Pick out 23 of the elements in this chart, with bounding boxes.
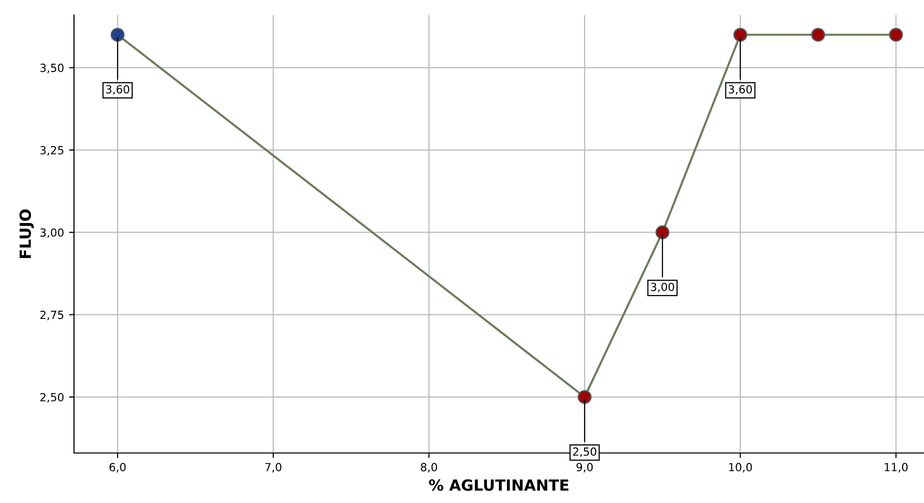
y-axis-title: FLUJO bbox=[19, 209, 34, 258]
data-label: 3,00 bbox=[650, 282, 674, 292]
y-tick-label: 3,50 bbox=[40, 64, 64, 74]
x-tick-label: 11,0 bbox=[884, 462, 908, 472]
point bbox=[656, 225, 670, 240]
point bbox=[110, 28, 125, 42]
x-tick-label: 6,0 bbox=[110, 462, 126, 472]
data-label: 3,60 bbox=[728, 85, 752, 95]
y-tick-label: 2,75 bbox=[40, 310, 64, 320]
x-tick-label: 9,0 bbox=[576, 462, 593, 472]
y-tick-label: 3,00 bbox=[40, 228, 64, 238]
point bbox=[889, 28, 903, 42]
y-tick-label: 3,25 bbox=[40, 146, 64, 156]
point bbox=[733, 28, 748, 42]
point bbox=[811, 28, 826, 42]
x-tick-label: 10,0 bbox=[729, 462, 752, 472]
data-label: 2,50 bbox=[573, 447, 596, 457]
data-label: 3,60 bbox=[106, 85, 130, 95]
point bbox=[578, 390, 592, 404]
x-axis-title: % AGLUTINANTE bbox=[429, 479, 568, 491]
x-tick-label: 7,0 bbox=[265, 462, 282, 472]
y-tick-label: 2,50 bbox=[40, 392, 64, 403]
x-tick-label: 8,0 bbox=[420, 462, 438, 472]
